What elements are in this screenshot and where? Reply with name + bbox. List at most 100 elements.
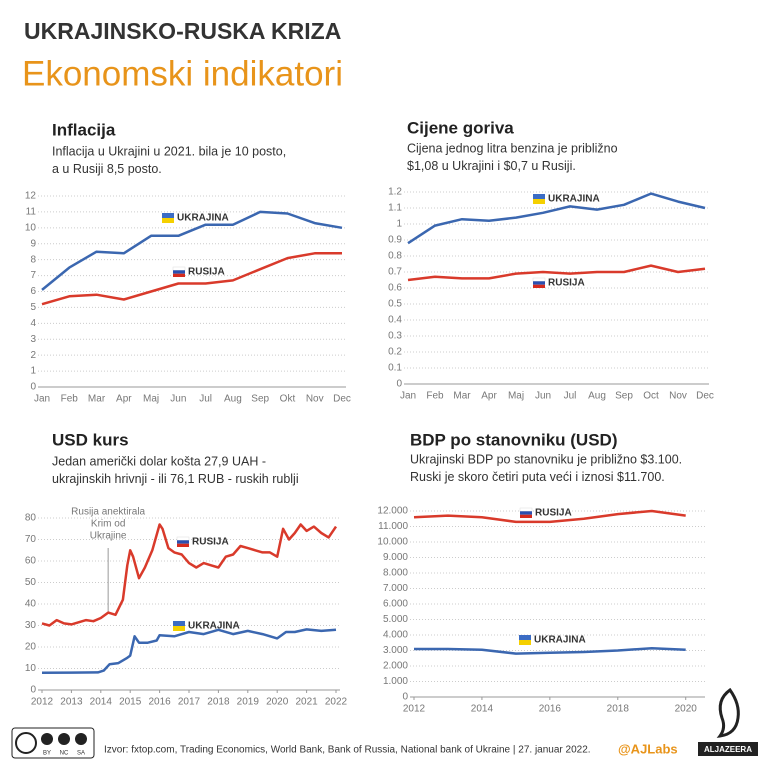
y-tick-label: 0.5 — [388, 299, 402, 310]
chart-title: Cijene goriva — [407, 118, 514, 137]
header-title: UKRAJINSKO-RUSKA KRIZA — [24, 18, 341, 44]
y-tick-label: 1 — [30, 366, 36, 377]
x-tick-label: Sep — [615, 391, 633, 402]
license-label: SA — [77, 751, 85, 757]
cc-icon — [15, 732, 37, 754]
y-tick-label: 10 — [25, 222, 37, 233]
source: Izvor: fxtop.com, Trading Economics, Wor… — [104, 745, 591, 756]
x-tick-label: Jan — [34, 394, 50, 405]
x-tick-label: 2021 — [295, 697, 318, 708]
y-tick-label: 3.000 — [383, 645, 408, 656]
flag-bottom — [519, 640, 531, 645]
by-icon — [41, 733, 53, 745]
y-tick-label: 60 — [25, 556, 37, 567]
y-tick-label: 1.000 — [383, 676, 408, 687]
y-tick-label: 0.7 — [388, 267, 402, 278]
x-tick-label: 2014 — [90, 697, 113, 708]
x-tick-label: 2018 — [207, 697, 230, 708]
flag-bottom — [533, 199, 545, 204]
handle: @AJLabs — [618, 741, 678, 756]
y-tick-label: 30 — [25, 620, 37, 631]
x-tick-label: Feb — [61, 394, 79, 405]
flag-mid — [177, 540, 189, 544]
x-tick-label: Aug — [224, 394, 242, 405]
x-tick-label: Maj — [143, 394, 159, 405]
chart-title: USD kurs — [52, 430, 129, 449]
y-tick-label: 9.000 — [383, 552, 408, 563]
logo-mark — [716, 687, 740, 738]
chart-subtitle: Jedan američki dolar košta 27,9 UAH - — [52, 454, 266, 468]
series-line — [41, 252, 342, 306]
x-tick-label: Sep — [251, 394, 269, 405]
y-tick-label: 40 — [25, 599, 37, 610]
x-tick-label: 2015 — [119, 697, 142, 708]
y-tick-label: 1.2 — [388, 187, 402, 198]
y-tick-label: 10.000 — [377, 537, 408, 548]
x-tick-label: Apr — [481, 391, 497, 402]
x-tick-label: 2012 — [403, 704, 426, 715]
flag-top — [172, 266, 186, 271]
flag-bottom — [177, 543, 189, 547]
x-tick-label: Jun — [170, 394, 186, 405]
annotation: Rusija anektirala — [71, 507, 145, 518]
x-tick-label: Jul — [199, 394, 212, 405]
flag-mid — [173, 270, 185, 274]
nc-icon — [58, 733, 70, 745]
legend-label: UKRAJINA — [177, 213, 229, 224]
legend-label: RUSIJA — [188, 267, 225, 278]
y-tick-label: 6 — [30, 286, 36, 297]
y-tick-label: 0 — [402, 692, 408, 703]
x-tick-label: 2020 — [675, 704, 698, 715]
chart-subtitle: Ruski je skoro četiri puta veći i iznosi… — [410, 470, 665, 484]
license-label: BY — [43, 751, 51, 757]
header-subtitle: Ekonomski indikatori — [22, 54, 343, 93]
y-tick-label: 5.000 — [383, 614, 408, 625]
flag-top — [519, 507, 533, 512]
license-label: NC — [60, 751, 69, 757]
y-tick-label: 0.6 — [388, 283, 402, 294]
x-tick-label: Feb — [426, 391, 444, 402]
y-tick-label: 1.1 — [388, 203, 402, 214]
y-tick-label: 12 — [25, 191, 37, 202]
y-tick-label: 6.000 — [383, 599, 408, 610]
y-tick-label: 4.000 — [383, 630, 408, 641]
cc-badge: BY NC SA — [11, 727, 95, 759]
logo-text: ALJAZEERA — [704, 745, 752, 754]
flag-bottom — [173, 273, 185, 277]
y-tick-label: 20 — [25, 642, 37, 653]
flag-bottom — [520, 514, 532, 518]
y-tick-label: 8.000 — [383, 568, 408, 579]
y-tick-label: 50 — [25, 577, 37, 588]
x-tick-label: Jan — [400, 391, 416, 402]
x-tick-label: 2018 — [607, 704, 630, 715]
chart-subtitle: a u Rusiji 8,5 posto. — [52, 162, 162, 176]
legend-label: UKRAJINA — [548, 194, 600, 205]
logo: ALJAZEERA — [698, 687, 758, 756]
chart-subtitle: $1,08 u Ukrajini i $0,7 u Rusiji. — [407, 159, 576, 173]
y-tick-label: 5 — [30, 302, 36, 313]
y-tick-label: 11.000 — [378, 521, 408, 532]
legend-label: UKRAJINA — [534, 635, 586, 646]
y-tick-label: 80 — [25, 513, 37, 524]
y-tick-label: 0 — [30, 382, 36, 393]
series-line — [41, 523, 338, 627]
chart-subtitle: Cijena jednog litra benzina je približno — [407, 141, 618, 155]
flag-top — [533, 194, 545, 199]
chart-subtitle: Ukrajinski BDP po stanovniku je približn… — [410, 452, 682, 466]
x-tick-label: Mar — [453, 391, 471, 402]
x-tick-label: Jun — [535, 391, 551, 402]
y-tick-label: 10 — [25, 663, 37, 674]
y-tick-label: 8 — [30, 254, 36, 265]
chart-title: BDP po stanovniku (USD) — [410, 430, 617, 449]
sa-icon — [75, 733, 87, 745]
chart-title: Inflacija — [52, 120, 116, 139]
x-tick-label: Aug — [588, 391, 606, 402]
x-tick-label: Oct — [643, 391, 659, 402]
y-tick-label: 3 — [30, 334, 36, 345]
logo-box — [698, 742, 758, 756]
y-tick-label: 0 — [396, 379, 402, 390]
flag-top — [173, 621, 185, 626]
y-tick-label: 2 — [30, 350, 36, 361]
y-tick-label: 1 — [396, 219, 402, 230]
